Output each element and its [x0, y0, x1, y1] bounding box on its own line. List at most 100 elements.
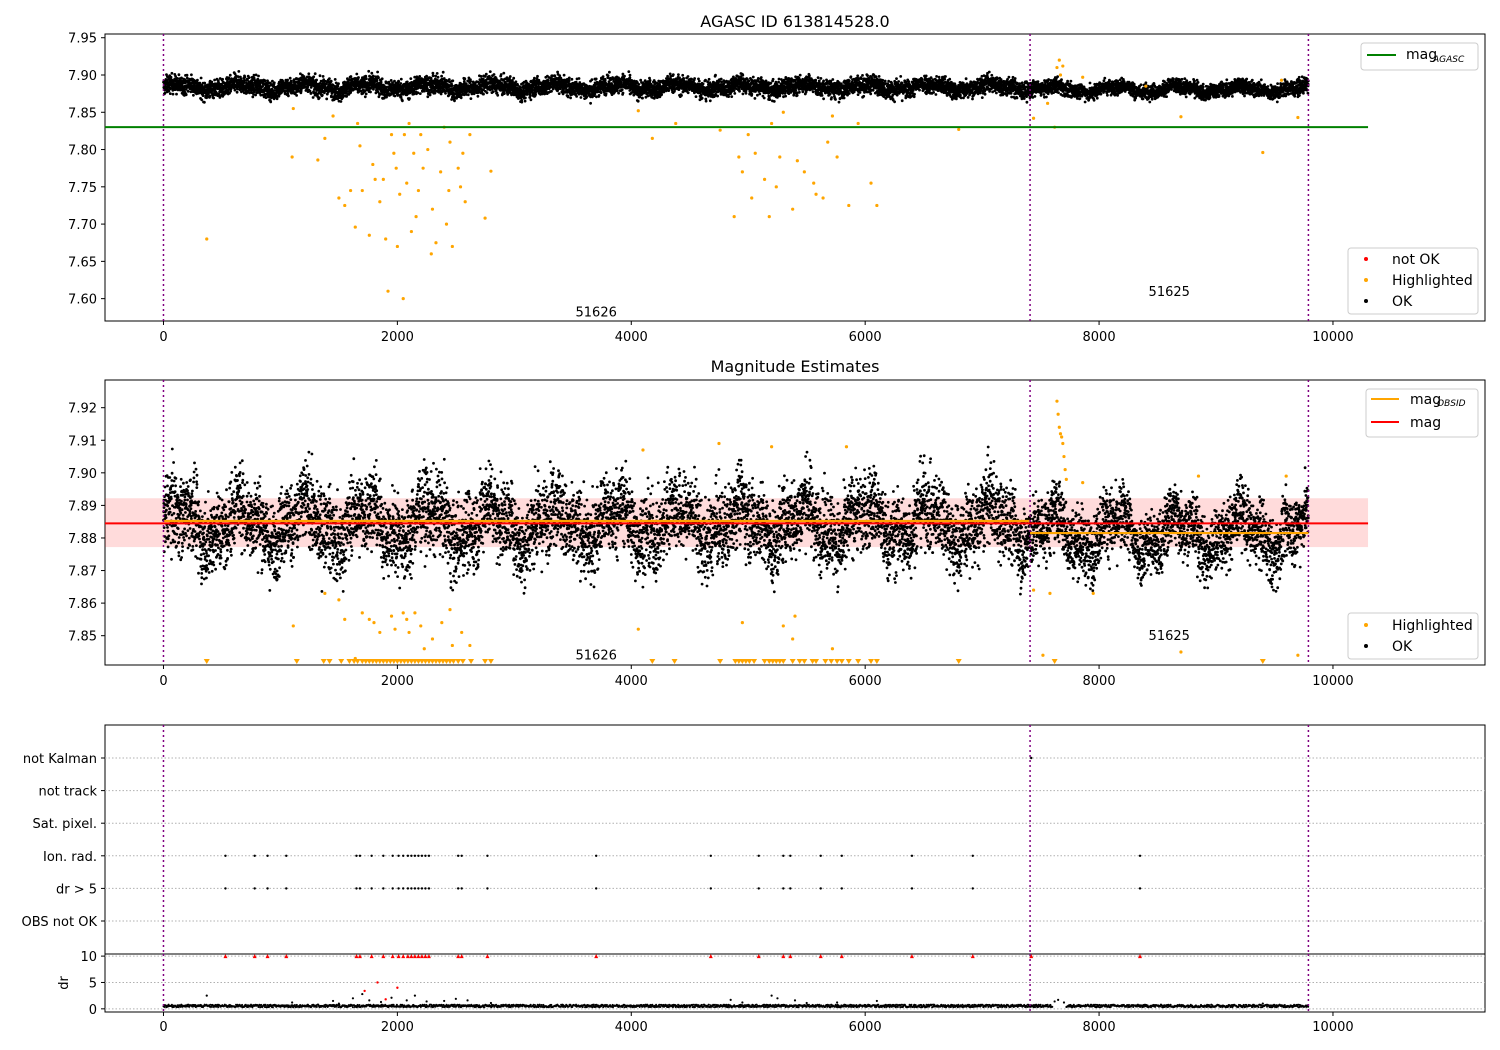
ok-point — [436, 75, 440, 79]
ok-point — [567, 79, 571, 82]
ok-point — [337, 82, 340, 85]
ok-point — [680, 94, 683, 97]
ok-point — [484, 72, 488, 76]
ok-point — [229, 89, 233, 93]
ok-point — [693, 77, 696, 80]
ok-point — [485, 91, 489, 95]
ok-point — [733, 92, 737, 95]
ok-point — [233, 88, 237, 92]
ok-point — [257, 74, 260, 78]
ok-point — [177, 73, 181, 77]
ok-point — [377, 76, 380, 80]
ok-point — [627, 70, 631, 73]
ok-point — [772, 100, 776, 103]
ok-point — [744, 91, 748, 95]
ok-point — [167, 89, 171, 93]
ok-point — [287, 94, 290, 98]
ok-point — [196, 78, 199, 82]
ok-point — [777, 80, 780, 84]
ok-point — [364, 92, 368, 96]
ok-point — [227, 76, 231, 80]
ok-point — [431, 71, 435, 75]
ok-point — [369, 90, 372, 94]
ok-point — [550, 89, 553, 93]
ok-point — [524, 96, 527, 100]
ok-point — [370, 71, 374, 75]
ok-point — [423, 89, 426, 93]
ok-point — [778, 94, 782, 98]
ok-point — [329, 79, 333, 83]
ok-point — [678, 76, 681, 80]
ok-point — [168, 92, 172, 95]
panel-1-frame — [104, 33, 1486, 322]
ok-point — [585, 95, 589, 99]
ok-point — [431, 74, 435, 78]
ok-point — [175, 77, 179, 80]
ok-point — [529, 94, 532, 97]
ok-point — [218, 96, 222, 99]
ok-point — [375, 79, 379, 83]
ok-point — [248, 91, 252, 95]
ok-point — [409, 77, 413, 80]
ok-point — [247, 76, 251, 79]
ok-point — [617, 91, 620, 95]
ok-point — [499, 73, 503, 76]
ok-point — [628, 73, 632, 77]
ok-point — [488, 70, 492, 73]
ok-point — [349, 75, 353, 78]
ok-point — [263, 79, 267, 82]
ok-point — [469, 80, 472, 83]
ok-point — [315, 78, 318, 82]
ok-point — [469, 97, 473, 100]
ok-point — [261, 85, 264, 88]
ok-point — [228, 73, 232, 77]
ok-point — [399, 77, 403, 81]
ok-point — [566, 95, 570, 99]
ok-point — [608, 70, 611, 74]
ok-point — [312, 75, 316, 79]
ok-point — [597, 94, 601, 97]
ok-point — [416, 91, 420, 95]
ok-point — [428, 93, 432, 97]
ok-point — [798, 90, 801, 94]
ok-point — [397, 80, 401, 83]
ok-point — [795, 94, 799, 97]
ok-point — [514, 80, 518, 84]
ok-point — [288, 76, 292, 80]
ok-point — [317, 96, 321, 100]
ok-point — [482, 92, 485, 96]
ok-point — [184, 93, 188, 97]
ok-point — [553, 74, 557, 78]
ok-point — [235, 90, 239, 94]
ok-point — [777, 77, 781, 81]
ok-point — [476, 94, 480, 98]
ok-point — [641, 96, 644, 100]
ok-point — [171, 92, 175, 96]
ok-point — [677, 73, 680, 76]
ok-point — [667, 89, 671, 92]
ok-point — [479, 75, 483, 78]
ok-point — [357, 76, 360, 79]
ok-point — [212, 96, 216, 100]
ok-point — [163, 91, 167, 95]
ok-point — [567, 76, 571, 80]
ok-point — [730, 95, 734, 98]
ok-point — [259, 93, 263, 97]
ok-point — [798, 73, 802, 77]
ok-point — [453, 99, 456, 103]
ok-point — [175, 92, 178, 96]
ok-point — [750, 92, 754, 96]
ok-point — [223, 81, 227, 85]
ok-point — [190, 73, 193, 77]
ok-point — [534, 93, 537, 96]
ok-point — [180, 76, 183, 80]
ok-point — [628, 76, 632, 80]
ok-point — [186, 89, 190, 93]
ok-point — [440, 74, 443, 78]
ok-point — [697, 79, 701, 83]
ok-point — [262, 90, 266, 93]
ok-point — [325, 97, 329, 101]
ok-point — [246, 78, 249, 82]
ok-point — [508, 75, 512, 78]
ok-point — [237, 70, 241, 73]
